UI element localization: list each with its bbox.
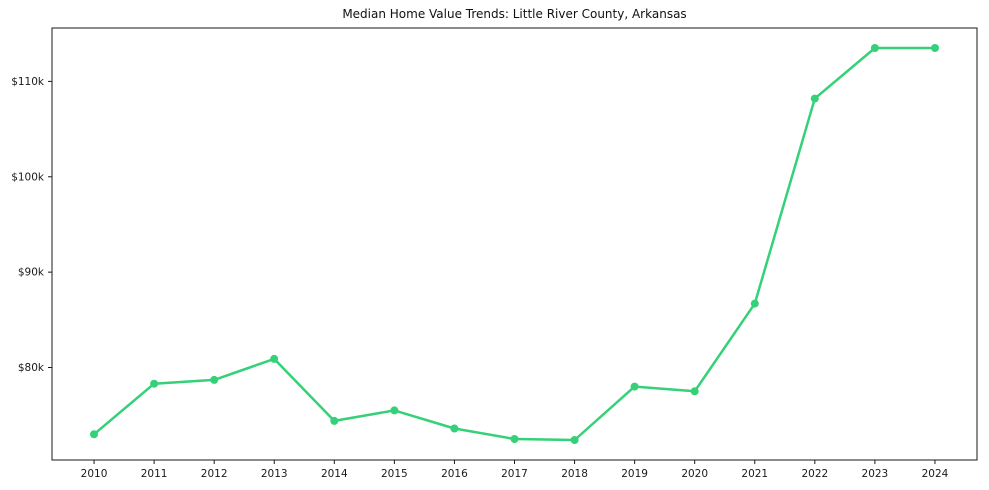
data-point-2012 — [210, 375, 219, 384]
x-tick-label: 2020 — [681, 468, 708, 480]
plot-border — [51, 27, 978, 461]
x-tick-label: 2015 — [381, 468, 408, 480]
trend-line — [92, 46, 937, 442]
x-tick-label: 2011 — [141, 468, 168, 480]
data-point-2013 — [270, 354, 279, 363]
data-point-2014 — [330, 416, 339, 425]
data-point-2022 — [810, 94, 819, 103]
y-tick-label: $110k — [11, 76, 45, 88]
y-tick-label: $90k — [18, 267, 45, 279]
data-point-2011 — [150, 379, 159, 388]
data-point-2020 — [690, 387, 699, 396]
y-tick-label: $100k — [11, 171, 45, 183]
data-point-2016 — [450, 424, 459, 433]
x-tick-label: 2019 — [621, 468, 648, 480]
data-point-2010 — [90, 430, 98, 439]
x-tick-label: 2010 — [81, 468, 108, 480]
data-point-2024 — [931, 44, 939, 52]
data-point-2019 — [630, 382, 639, 391]
data-point-2015 — [390, 406, 399, 415]
x-tick-label: 2013 — [261, 468, 288, 480]
y-tick-label: $80k — [18, 362, 45, 374]
x-tick-label: 2014 — [321, 468, 348, 480]
chart-title: Median Home Value Trends: Little River C… — [342, 7, 686, 21]
x-tick-label: 2024 — [922, 468, 949, 480]
data-point-2021 — [750, 299, 759, 308]
data-point-2017 — [510, 435, 519, 443]
data-point-2018 — [570, 436, 579, 444]
x-tick-label: 2022 — [801, 468, 828, 480]
x-tick-label: 2018 — [561, 468, 588, 480]
x-tick-label: 2023 — [862, 468, 889, 480]
x-tick-label: 2016 — [441, 468, 468, 480]
x-tick-label: 2017 — [501, 468, 528, 480]
x-tick-label: 2021 — [741, 468, 768, 480]
x-tick-label: 2012 — [201, 468, 228, 480]
data-point-2023 — [870, 44, 879, 52]
